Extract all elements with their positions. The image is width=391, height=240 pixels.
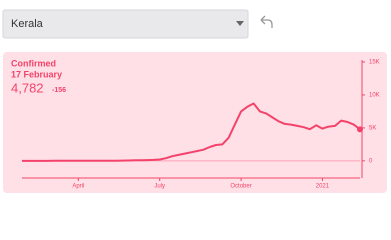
x-tick-label: October — [230, 184, 251, 190]
screen: Kerala Confirmed 17 February 4,782 -156 … — [2, 9, 387, 193]
y-tick-label: 5K — [369, 125, 376, 131]
x-tick-label: 2021 — [316, 184, 330, 190]
last-point — [357, 126, 363, 133]
y-tick-label: 15K — [369, 60, 380, 66]
page: Kerala Confirmed 17 February 4,782 -156 … — [2, 9, 387, 193]
dropdown-arrow[interactable] — [236, 21, 244, 26]
series-line — [22, 102, 361, 162]
dropdown[interactable]: Kerala — [2, 9, 249, 39]
plot: 0 5K 10K 15K April July October 2021 — [22, 60, 380, 190]
chart-panel — [3, 52, 387, 193]
stat-value: 4,782 — [11, 80, 44, 95]
dropdown-value[interactable]: Kerala — [11, 18, 44, 30]
x-tick-label: April — [72, 184, 84, 190]
dropdown-box[interactable] — [2, 9, 249, 39]
stat-delta: -156 — [52, 87, 66, 94]
x-tick-label: July — [154, 184, 165, 190]
y-tick-label: 0 — [369, 158, 373, 164]
stat-label: Confirmed — [11, 58, 56, 68]
stat-date: 17 February — [11, 69, 62, 79]
undo-icon[interactable] — [260, 15, 273, 28]
y-tick-label: 10K — [369, 93, 380, 99]
